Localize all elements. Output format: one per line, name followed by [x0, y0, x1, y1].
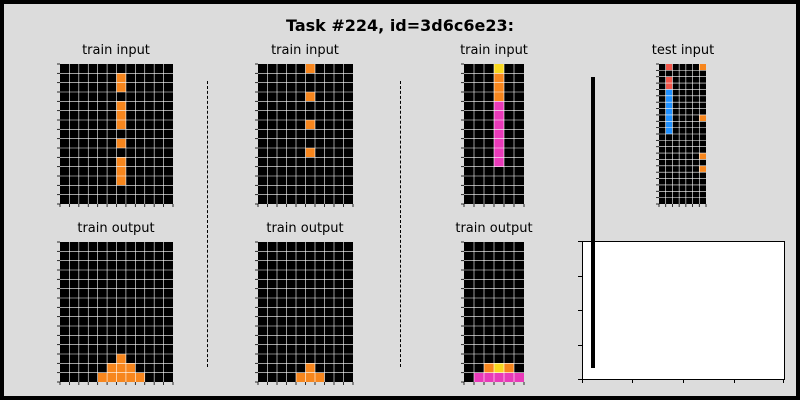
grid-cell-magenta: [474, 372, 484, 382]
grid-cell-blue: [665, 89, 673, 96]
grid-cell-orange: [116, 101, 126, 111]
grid-cell-orange: [116, 73, 126, 83]
grid-cell-orange: [494, 82, 504, 92]
grid-cell-orange: [305, 120, 315, 130]
grid-cell-orange: [699, 64, 706, 71]
grid-cell-orange: [699, 153, 706, 160]
grid-cell-orange: [125, 372, 136, 382]
grid-cell-red: [665, 64, 673, 71]
panel-title: train output: [77, 221, 155, 236]
grid-cell-orange: [504, 363, 514, 373]
grid-cell-orange: [305, 148, 315, 158]
axis-tick: [683, 379, 684, 383]
test-output-panel: [578, 241, 785, 383]
grid-cell-orange: [116, 166, 126, 176]
separator-solid: [591, 77, 595, 368]
grid-cell-orange: [107, 372, 117, 382]
axis-tick: [783, 379, 784, 383]
grid-cell-red: [665, 76, 673, 84]
grid-cell-orange: [116, 354, 126, 364]
grid-cell-magenta: [494, 157, 504, 167]
grid-cell-orange: [135, 372, 145, 382]
grid-cell-orange: [116, 138, 126, 148]
grid-cell-magenta: [494, 101, 504, 111]
grid-cell-orange: [116, 157, 126, 167]
separator-dashed: [207, 81, 208, 367]
grid-cell-blue: [665, 95, 673, 103]
axis-tick: [578, 310, 582, 311]
grid-cell-orange: [296, 372, 306, 382]
panel-title: train input: [460, 43, 528, 58]
page-title: Task #224, id=3d6c6e23:: [285, 16, 515, 35]
grid-cell-blue: [665, 102, 673, 109]
grid-cell-magenta: [494, 120, 504, 130]
grid-cell-yellow: [494, 64, 504, 74]
panel-title: train output: [455, 221, 533, 236]
grid-cell-magenta: [494, 148, 504, 158]
grid-cell-magenta: [494, 372, 504, 382]
grid-cell-red: [665, 83, 673, 90]
train-output-grid-2: [255, 241, 354, 385]
axis-tick: [734, 379, 735, 383]
grid-cell-blue: [665, 108, 673, 115]
train-input-grid-3: [461, 63, 525, 207]
grid-cell-orange: [116, 176, 126, 186]
test-input-grid: [656, 63, 707, 207]
grid-cell-orange: [116, 110, 126, 120]
train-output-grid-1: [57, 241, 174, 385]
train-output-grid-3: [461, 241, 525, 385]
grid-cell-blue: [665, 127, 673, 134]
grid-cell-orange: [125, 363, 136, 373]
panel-title: test input: [651, 43, 715, 58]
grid-cell-orange: [305, 64, 315, 74]
panel-title: train input: [82, 43, 150, 58]
grid-cell-orange: [97, 372, 108, 382]
grid-cell-blue: [665, 114, 673, 122]
grid-cell-orange: [315, 372, 325, 382]
axis-tick: [582, 379, 583, 383]
grid-cell-orange: [305, 92, 315, 102]
grid-cell-magenta: [504, 372, 514, 382]
grid-cell-orange: [305, 363, 315, 373]
grid-cell-orange: [305, 372, 315, 382]
panel-title: train output: [266, 221, 344, 236]
train-input-grid-1: [57, 63, 174, 207]
grid-cell-yellow: [494, 363, 504, 373]
panel-title: train input: [271, 43, 339, 58]
axis-tick: [632, 379, 633, 383]
grid-cell-blue: [665, 121, 673, 128]
grid-cell-magenta: [494, 138, 504, 148]
grid-cell-magenta: [494, 129, 504, 139]
grid-cell-orange: [116, 82, 126, 92]
grid-cell-orange: [699, 165, 706, 173]
train-input-grid-2: [255, 63, 354, 207]
grid-cell-magenta: [494, 110, 504, 120]
grid-cell-orange: [494, 92, 504, 102]
grid-cell-magenta: [514, 372, 524, 382]
axis-tick: [578, 241, 582, 242]
axis-tick: [578, 276, 582, 277]
grid-cell-orange: [107, 363, 117, 373]
grid-cell-orange: [494, 73, 504, 83]
axis-tick: [578, 345, 582, 346]
grid-cell-orange: [699, 114, 706, 122]
axis-tick: [578, 379, 582, 380]
grid-cell-orange: [116, 120, 126, 130]
separator-dashed: [400, 81, 401, 367]
grid-cell-orange: [116, 372, 126, 382]
grid-cell-magenta: [484, 372, 494, 382]
grid-cell-orange: [484, 363, 494, 373]
grid-cell-orange: [116, 363, 126, 373]
